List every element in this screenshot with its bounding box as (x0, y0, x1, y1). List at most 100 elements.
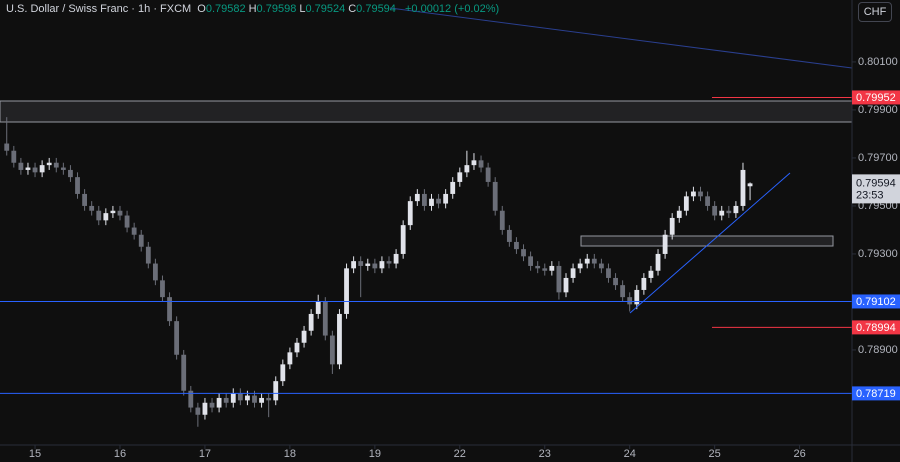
candle-body (68, 169, 73, 178)
candle-body (747, 183, 753, 187)
candle-body (648, 270, 654, 278)
x-tick-label: 19 (369, 448, 381, 460)
candle-body (613, 277, 618, 286)
axes: 0.789000.793000.795000.797000.799000.801… (29, 56, 898, 460)
candle-body (138, 234, 144, 247)
candle-body (698, 191, 703, 197)
candle-body (429, 198, 434, 206)
candle-body (563, 277, 569, 293)
candle-body (131, 227, 137, 235)
candle-body (740, 169, 746, 206)
candle-body (372, 263, 378, 269)
candle-body (450, 181, 456, 194)
price-level-label-bg (852, 294, 900, 309)
candle-body (245, 395, 250, 401)
candle-body (237, 393, 243, 401)
candle-body (641, 277, 647, 290)
candle-body (471, 160, 477, 166)
last-price-label-bg (852, 174, 900, 204)
candle-body (89, 205, 95, 211)
y-tick-label: 0.79700 (858, 152, 898, 164)
ohlc-values: O0.79582 H0.79598 L0.79524 C0.79594 (197, 3, 399, 15)
candle-body (202, 402, 208, 415)
ohlc-key: L (299, 3, 306, 15)
candle-body (358, 261, 364, 266)
candle-body (280, 364, 286, 382)
candle-body (499, 210, 505, 230)
candle-body (598, 263, 604, 269)
symbol-title: U.S. Dollar / Swiss Franc · 1h · FXCM (6, 3, 192, 15)
change: +0.00012 (+0.02%) (404, 3, 500, 15)
candle-body (181, 354, 187, 391)
candle-body (266, 397, 272, 401)
candle-body (506, 229, 512, 242)
levels (0, 96, 852, 394)
candle-body (719, 210, 725, 216)
ohlc-value: 0.79524 (305, 3, 346, 15)
ohlc-key: H (248, 3, 257, 15)
candle-body (344, 268, 349, 314)
candle-body (733, 205, 739, 214)
candle-body (627, 297, 633, 305)
candle-body (443, 193, 449, 204)
candle-body (492, 181, 498, 211)
candle-body (712, 205, 718, 216)
ohlc-key: O (197, 3, 206, 15)
price-level-label: 0.78994 (856, 322, 896, 334)
x-tick-label: 24 (624, 448, 636, 460)
candle-body (542, 268, 548, 271)
candle-body (308, 313, 314, 331)
countdown-label: 23:53 (856, 189, 884, 201)
candle-body (620, 285, 626, 298)
candle-body (46, 162, 52, 166)
candle-body (252, 395, 257, 403)
x-tick-label: 17 (199, 448, 211, 460)
x-tick-label: 15 (29, 448, 41, 460)
candle-body (535, 265, 541, 269)
candle-body (549, 265, 555, 271)
candle-body (18, 162, 24, 170)
candle-body (11, 150, 17, 163)
candle-body (32, 167, 38, 173)
candle-body (124, 215, 130, 228)
candle-body (655, 253, 661, 271)
price-level-label: 0.78719 (856, 388, 896, 400)
y-tick-label: 0.78900 (858, 344, 898, 356)
ohlc-key: C (348, 3, 357, 15)
candle-body (230, 393, 236, 403)
currency-button[interactable]: CHF (858, 2, 892, 22)
candle-body (521, 249, 526, 257)
candle-body (577, 263, 583, 269)
candle-body (294, 342, 300, 353)
candle-body (4, 143, 10, 151)
price-level-label-bg (852, 90, 900, 105)
candle-body (259, 397, 264, 403)
candle-body (351, 261, 357, 269)
x-tick-label: 25 (709, 448, 721, 460)
candle-body (436, 198, 441, 204)
candle-body (315, 301, 321, 314)
candle-body (96, 210, 102, 221)
candle-body (195, 407, 201, 415)
candle-body (322, 301, 328, 336)
candle-body (39, 165, 45, 173)
candle-body (301, 330, 307, 343)
price-level-label: 0.79102 (856, 296, 896, 308)
candle-body (117, 210, 123, 216)
candle-body (414, 193, 420, 202)
candle-body (60, 167, 66, 170)
candle-body (393, 253, 399, 264)
candles (4, 117, 753, 427)
trend-line (389, 7, 853, 69)
candle-body (584, 258, 590, 264)
candle-body (662, 234, 668, 254)
candle-body (167, 297, 172, 322)
candle-body (329, 335, 335, 365)
candle-body (82, 193, 88, 206)
y-tick-label: 0.79300 (858, 248, 898, 260)
x-tick-label: 16 (114, 448, 126, 460)
